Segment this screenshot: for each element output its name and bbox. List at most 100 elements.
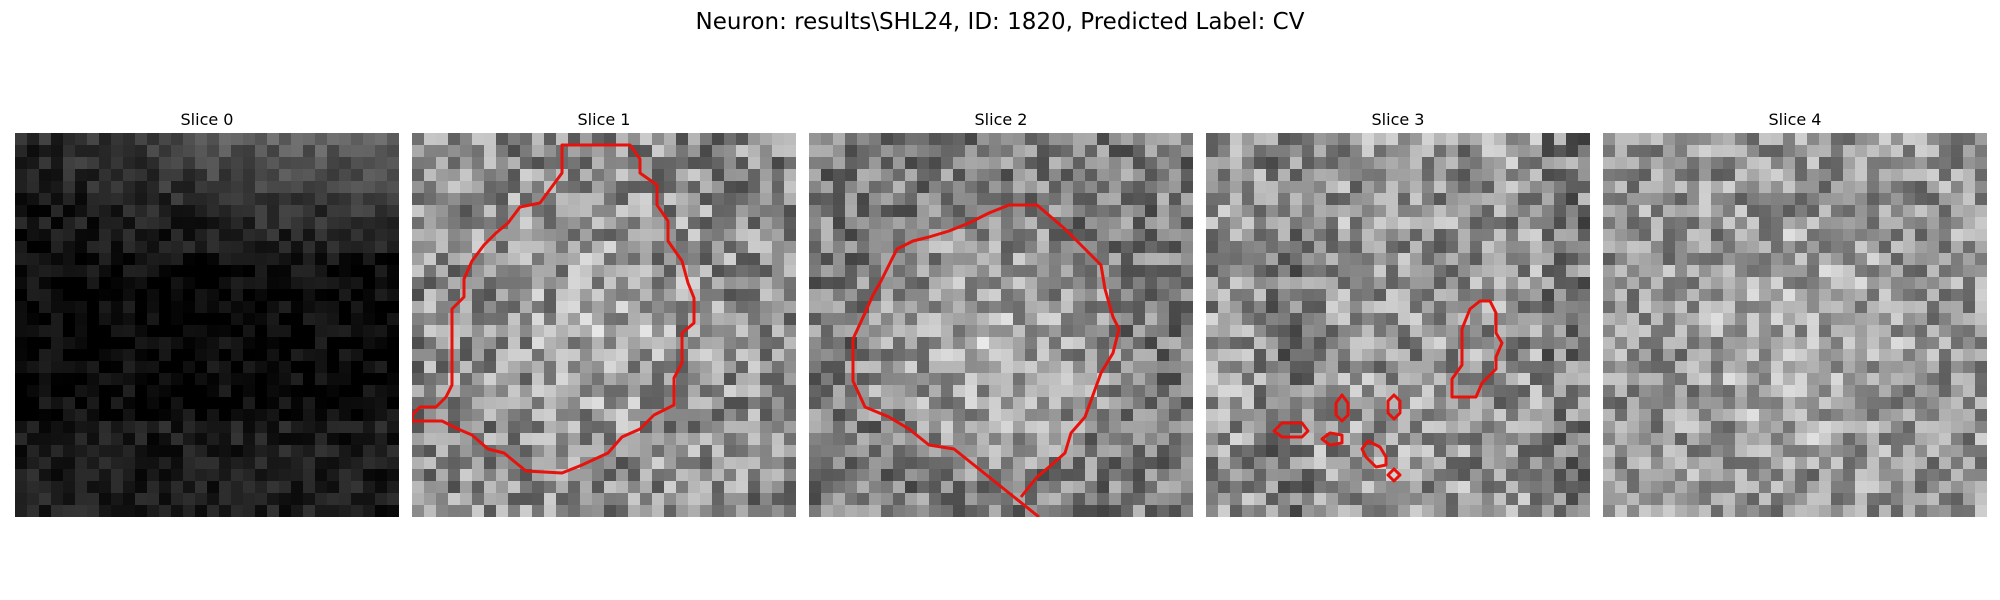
pixel — [1542, 325, 1555, 338]
pixel — [1482, 205, 1495, 218]
pixel — [1001, 253, 1014, 266]
pixel — [1699, 277, 1712, 290]
pixel — [1615, 433, 1628, 446]
pixel — [375, 445, 388, 458]
pixel — [1254, 457, 1267, 470]
pixel — [436, 253, 449, 266]
pixel — [1061, 169, 1074, 182]
pixel — [652, 349, 665, 362]
pixel — [1133, 421, 1146, 434]
pixel — [917, 169, 930, 182]
pixel — [1723, 205, 1736, 218]
pixel — [1903, 409, 1916, 422]
pixel — [1398, 445, 1411, 458]
pixel — [712, 469, 725, 482]
pixel — [255, 253, 268, 266]
pixel — [243, 217, 256, 230]
pixel — [748, 157, 761, 170]
pixel — [363, 349, 376, 362]
pixel — [1603, 133, 1616, 146]
pixel — [135, 181, 148, 194]
pixel — [1206, 313, 1219, 326]
pixel — [1542, 289, 1555, 302]
pixel — [869, 253, 882, 266]
pixel — [111, 325, 124, 338]
pixel — [688, 265, 701, 278]
pixel — [1699, 421, 1712, 434]
pixel — [472, 457, 485, 470]
pixel — [929, 181, 942, 194]
pixel — [724, 493, 737, 506]
pixel — [135, 301, 148, 314]
pixel — [123, 253, 136, 266]
pixel — [1819, 433, 1832, 446]
pixel — [267, 361, 280, 374]
pixel — [688, 205, 701, 218]
pixel — [580, 505, 593, 517]
pixel — [1290, 409, 1303, 422]
pixel — [989, 301, 1002, 314]
pixel — [255, 313, 268, 326]
pixel — [1470, 361, 1483, 374]
pixel — [917, 193, 930, 206]
pixel — [171, 229, 184, 242]
pixel — [1783, 193, 1796, 206]
pixel — [1759, 421, 1772, 434]
pixel — [1266, 145, 1279, 158]
pixel — [556, 241, 569, 254]
pixel — [1013, 241, 1026, 254]
pixel — [857, 193, 870, 206]
pixel — [1133, 301, 1146, 314]
pixel — [1542, 229, 1555, 242]
pixel — [1855, 169, 1868, 182]
pixel — [412, 193, 425, 206]
pixel — [159, 241, 172, 254]
pixel — [857, 289, 870, 302]
pixel — [1759, 205, 1772, 218]
pixel — [544, 145, 557, 158]
pixel — [195, 217, 208, 230]
pixel — [1951, 433, 1964, 446]
pixel — [905, 337, 918, 350]
pixel — [1891, 157, 1904, 170]
pixel — [1711, 217, 1724, 230]
pixel — [1157, 145, 1170, 158]
pixel — [448, 397, 461, 410]
pixel — [869, 385, 882, 398]
pixel — [640, 313, 653, 326]
pixel — [893, 265, 906, 278]
pixel — [953, 301, 966, 314]
pixel — [1783, 313, 1796, 326]
pixel — [905, 277, 918, 290]
pixel — [279, 181, 292, 194]
pixel — [1061, 253, 1074, 266]
pixel — [724, 313, 737, 326]
pixel — [1891, 409, 1904, 422]
pixel — [1470, 433, 1483, 446]
pixel — [532, 481, 545, 494]
pixel — [748, 409, 761, 422]
pixel — [1362, 181, 1375, 194]
pixel — [1422, 421, 1435, 434]
pixel — [917, 205, 930, 218]
pixel — [1338, 265, 1351, 278]
pixel — [1254, 181, 1267, 194]
pixel — [147, 433, 160, 446]
pixel — [1494, 265, 1507, 278]
pixel — [1759, 409, 1772, 422]
pixel — [1061, 493, 1074, 506]
pixel — [1915, 289, 1928, 302]
pixel — [1927, 409, 1940, 422]
pixel — [941, 169, 954, 182]
pixel — [1242, 469, 1255, 482]
pixel — [929, 493, 942, 506]
pixel — [580, 169, 593, 182]
pixel — [953, 493, 966, 506]
pixel — [736, 253, 749, 266]
pixel — [1975, 265, 1987, 278]
pixel — [1951, 337, 1964, 350]
pixel — [1819, 445, 1832, 458]
pixel — [1121, 301, 1134, 314]
pixel — [700, 241, 713, 254]
pixel — [291, 217, 304, 230]
